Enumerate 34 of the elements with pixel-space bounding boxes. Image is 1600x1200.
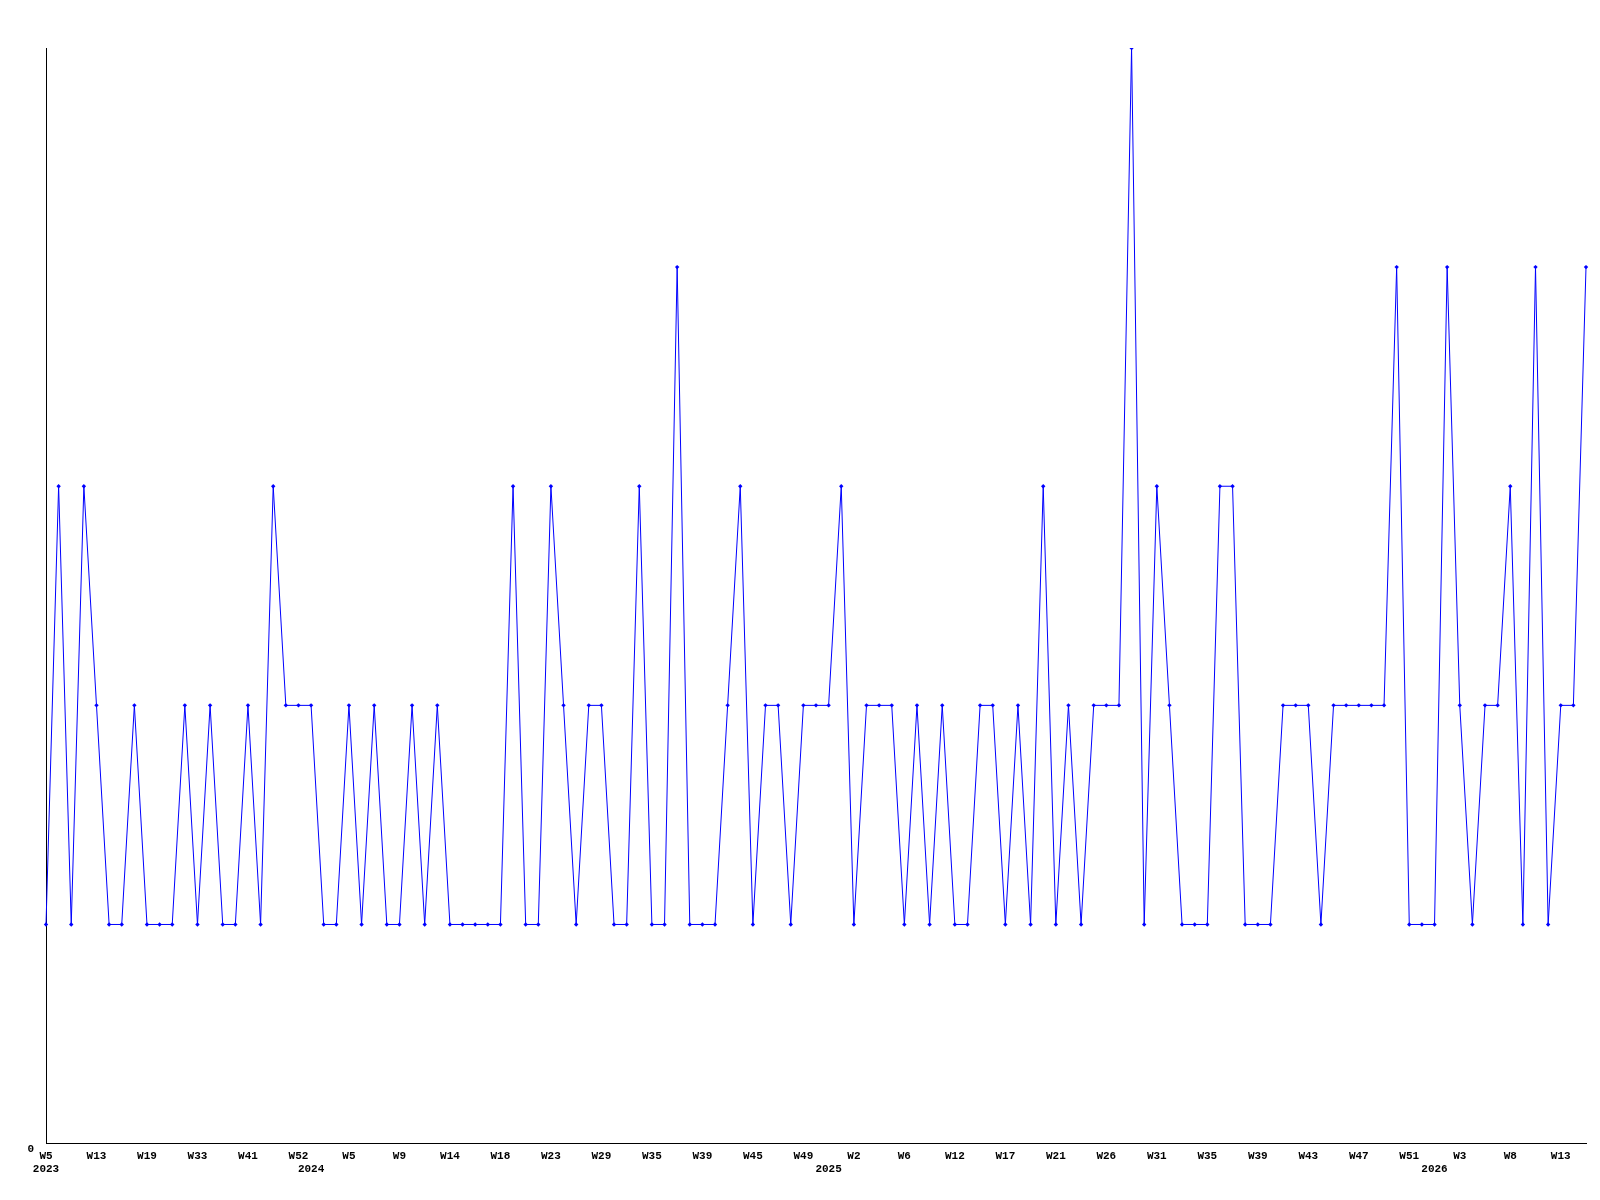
x-tick-label: W26 [1096, 1149, 1117, 1162]
x-tick-label: W9 [392, 1149, 407, 1162]
x-tick-label: W51 [1399, 1149, 1420, 1162]
x-tick-label: W21 [1045, 1149, 1067, 1162]
x-tick-label: W12 [944, 1149, 965, 1162]
x-tick-label: W31 [1146, 1149, 1168, 1162]
x-tick-label: W45 [742, 1149, 764, 1162]
x-tick-label: W13 [1550, 1149, 1572, 1162]
x-tick-label: W41 [238, 1149, 259, 1162]
x-tick-label: W18 [490, 1149, 511, 1162]
x-tick-label: W39 [692, 1149, 713, 1162]
x-tick-label: W2 [847, 1149, 861, 1162]
x-tick-label: W19 [137, 1149, 157, 1162]
x-tick-label: W43 [1298, 1149, 1319, 1162]
x-tick-label: W17 [995, 1149, 1016, 1162]
x-tick-label: W5 [342, 1149, 356, 1162]
x-tick-label: W39 [1247, 1149, 1268, 1162]
x-tick-label: W49 [793, 1149, 814, 1162]
x-tick-label: W13 [86, 1149, 107, 1162]
x-tick-label: W29 [591, 1149, 612, 1162]
x-tick-label: W6 [897, 1149, 911, 1162]
x-tick-label: W8 [1503, 1149, 1518, 1162]
x-tick-label: 2026 [1421, 1163, 1448, 1176]
x-tick-label: W35 [1197, 1149, 1218, 1162]
x-tick-label: W33 [187, 1149, 208, 1162]
x-tick-label: W35 [642, 1149, 663, 1162]
x-tick-label: W23 [541, 1149, 562, 1162]
x-tick-label: W3 [1453, 1149, 1467, 1162]
x-tick-label: W14 [440, 1149, 461, 1162]
x-tick-label: 2024 [297, 1163, 325, 1176]
x-tick-label: W47 [1348, 1149, 1369, 1162]
x-tick-label: 2025 [815, 1163, 843, 1176]
text: 0 [27, 1143, 34, 1156]
x-tick-label: W52 [288, 1149, 309, 1162]
